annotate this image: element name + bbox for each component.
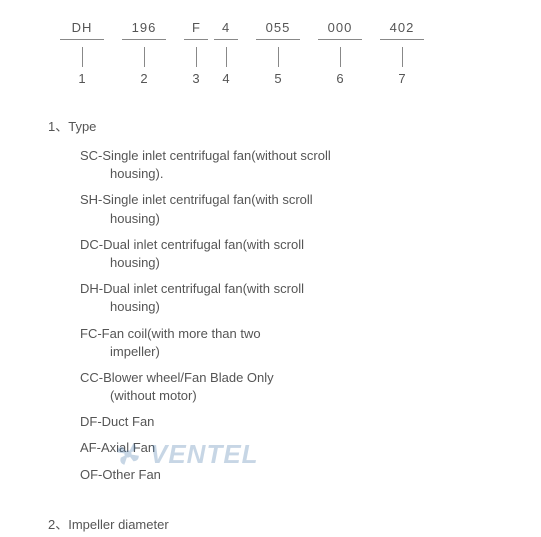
watermark: VENTEL [110, 436, 259, 472]
brackets-3-4: 3 4 [184, 47, 238, 86]
code-text-7: 402 [380, 20, 424, 40]
num-2: 2 [122, 71, 166, 86]
desc-fc-main: FC-Fan coil(with more than two [80, 325, 511, 343]
watermark-text: VENTEL [150, 439, 259, 470]
code-segment-5: 055 [256, 20, 300, 40]
desc-df: DF-Duct Fan [80, 413, 511, 431]
code-segment-3: F [184, 20, 208, 40]
code-text-5: 055 [256, 20, 300, 40]
num-7: 7 [380, 71, 424, 86]
line-5 [278, 47, 279, 67]
code-text-1: DH [60, 20, 104, 40]
bracket-7: 7 [380, 47, 424, 86]
num-1: 1 [60, 71, 104, 86]
code-text-4: 4 [214, 20, 238, 40]
product-code-row: DH 196 F 4 055 000 402 [30, 20, 511, 40]
code-segment-4: 4 [214, 20, 238, 40]
desc-dh: DH-Dual inlet centrifugal fan(with scrol… [80, 280, 511, 316]
code-text-3: F [184, 20, 208, 40]
line-1 [82, 47, 83, 67]
code-text-2: 196 [122, 20, 166, 40]
bracket-1: 1 [60, 47, 104, 86]
desc-dc: DC-Dual inlet centrifugal fan(with scrol… [80, 236, 511, 272]
section-2-title: 2、Impeller diameter [30, 514, 511, 533]
line-7 [402, 47, 403, 67]
desc-cc: CC-Blower wheel/Fan Blade Only (without … [80, 369, 511, 405]
desc-df-main: DF-Duct Fan [80, 413, 511, 431]
line-6 [340, 47, 341, 67]
bracket-4: 4 [214, 47, 238, 86]
desc-sh: SH-Single inlet centrifugal fan(with scr… [80, 191, 511, 227]
desc-dh-cont: housing) [80, 298, 511, 316]
type-descriptions: SC-Single inlet centrifugal fan(without … [30, 147, 511, 484]
desc-dh-main: DH-Dual inlet centrifugal fan(with scrol… [80, 280, 511, 298]
line-3 [196, 47, 197, 67]
line-2 [144, 47, 145, 67]
desc-dc-main: DC-Dual inlet centrifugal fan(with scrol… [80, 236, 511, 254]
desc-fc-cont: impeller) [80, 343, 511, 361]
bracket-3: 3 [184, 47, 208, 86]
section-1-title: 1、Type [30, 116, 511, 135]
desc-sh-main: SH-Single inlet centrifugal fan(with scr… [80, 191, 511, 209]
desc-sc-cont: housing). [80, 165, 511, 183]
code-segment-7: 402 [380, 20, 424, 40]
bracket-row: 1 2 3 4 5 6 7 [30, 47, 511, 86]
line-4 [226, 47, 227, 67]
bracket-6: 6 [318, 47, 362, 86]
bracket-5: 5 [256, 47, 300, 86]
num-6: 6 [318, 71, 362, 86]
desc-cc-cont: (without motor) [80, 387, 511, 405]
desc-sh-cont: housing) [80, 210, 511, 228]
code-segment-2: 196 [122, 20, 166, 40]
num-3: 3 [184, 71, 208, 86]
desc-fc: FC-Fan coil(with more than two impeller) [80, 325, 511, 361]
desc-dc-cont: housing) [80, 254, 511, 272]
desc-cc-main: CC-Blower wheel/Fan Blade Only [80, 369, 511, 387]
code-segments-3-4: F 4 [184, 20, 238, 40]
num-5: 5 [256, 71, 300, 86]
fan-icon [110, 436, 146, 472]
desc-sc: SC-Single inlet centrifugal fan(without … [80, 147, 511, 183]
bracket-2: 2 [122, 47, 166, 86]
desc-sc-main: SC-Single inlet centrifugal fan(without … [80, 147, 511, 165]
num-4: 4 [214, 71, 238, 86]
code-segment-1: DH [60, 20, 104, 40]
code-text-6: 000 [318, 20, 362, 40]
code-segment-6: 000 [318, 20, 362, 40]
